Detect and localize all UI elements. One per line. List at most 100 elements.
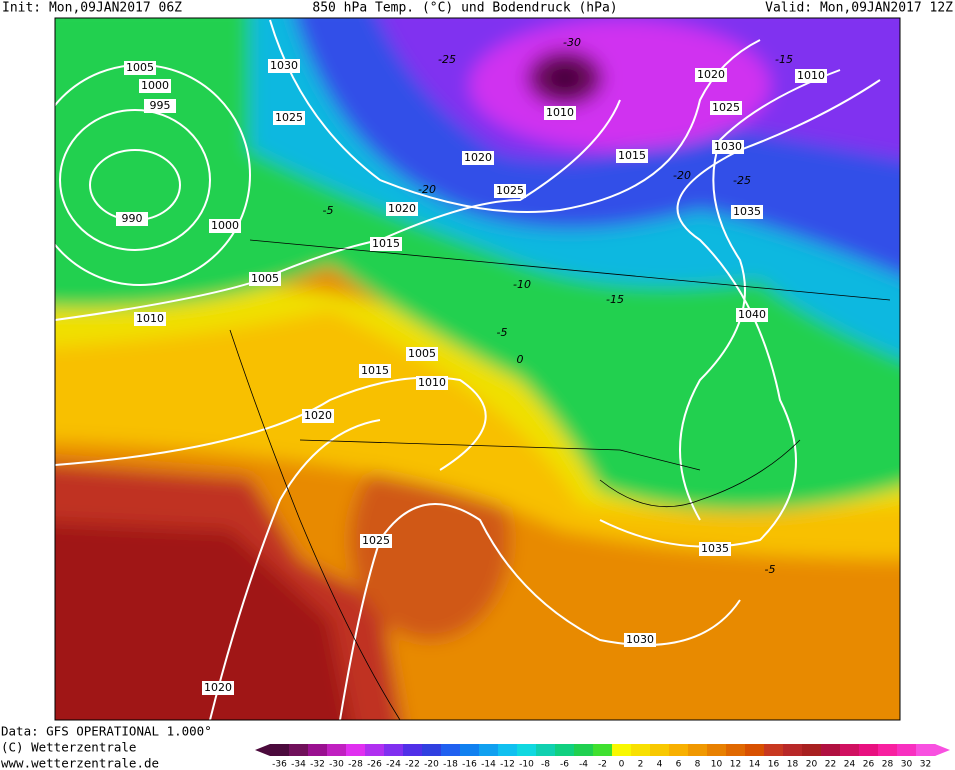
isobar-label-box [360, 534, 392, 548]
isobar-label-box [273, 111, 305, 125]
colorbar-swatch [650, 744, 670, 756]
colorbar-swatch [669, 744, 689, 756]
isotherm-label: -5 [765, 563, 776, 576]
isobar-label: 1010 [544, 106, 576, 120]
colorbar-swatch [802, 744, 822, 756]
colorbar-label: 18 [787, 760, 799, 770]
colorbar-swatch [745, 744, 765, 756]
colorbar-max-arrow [935, 744, 950, 756]
isotherm-label: 0 [517, 353, 524, 366]
isotherm-label: -25 [733, 174, 751, 187]
isobar-label-box [699, 542, 731, 556]
isobar-label-box [494, 184, 526, 198]
isobar-label-text: 1020 [697, 68, 725, 81]
isobar-label-box [624, 633, 656, 647]
isotherm-label: -5 [497, 326, 508, 339]
colorbar-label: -20 [424, 760, 439, 770]
colorbar-swatch [308, 744, 328, 756]
colorbar-swatch [688, 744, 708, 756]
isobar-label: 1025 [273, 111, 305, 125]
colorbar-swatch [840, 744, 860, 756]
isobar-label-text: 1035 [733, 205, 761, 218]
isobar-label-box [202, 681, 234, 695]
init-time: Init: Mon,09JAN2017 06Z [2, 1, 182, 16]
isobar-label: 990 [116, 212, 148, 226]
isobar-label-box [795, 69, 827, 83]
map-frame [54, 17, 901, 721]
isotherm-label: -20 [418, 183, 436, 196]
isobar-label-text: 1015 [361, 364, 389, 377]
colorbar-swatch [403, 744, 423, 756]
colorbar-label: 32 [920, 760, 931, 770]
colorbar-label: 22 [825, 760, 836, 770]
colorbar-label: 2 [638, 760, 644, 770]
colorbar-label: -2 [598, 760, 607, 770]
colorbar-label: -34 [291, 760, 306, 770]
isobar-label-text: 1000 [211, 219, 239, 232]
isobar-label-box [370, 237, 402, 251]
isobar-label-text: 1035 [701, 542, 729, 555]
isobar-label: 1025 [710, 101, 742, 115]
isotherm-label: -15 [606, 293, 624, 306]
colorbar-swatch [327, 744, 347, 756]
isobar-label: 1010 [416, 376, 448, 390]
isobar-label-text: 1010 [136, 312, 164, 325]
colorbar-swatch [460, 744, 480, 756]
colorbar-label: -30 [329, 760, 344, 770]
isobar-label-box [386, 202, 418, 216]
isobar-label-text: 1025 [496, 184, 524, 197]
isotherm-label: -15 [775, 53, 793, 66]
colorbar-label: -24 [386, 760, 401, 770]
isobar-label: 1025 [494, 184, 526, 198]
isobar-label-box [249, 272, 281, 286]
isobar-label: 1030 [624, 633, 656, 647]
colorbar-label: 30 [901, 760, 913, 770]
isobar-label: 1005 [124, 61, 156, 75]
isobar-label: 1030 [712, 140, 744, 154]
isobar-label: 1015 [616, 149, 648, 163]
isobar-label: 1020 [302, 409, 334, 423]
colorbar-swatch [555, 744, 575, 756]
colorbar-label: 12 [730, 760, 741, 770]
isobar-label-text: 1020 [464, 151, 492, 164]
isobar-label-text: 1010 [546, 106, 574, 119]
isobar-label-box [462, 151, 494, 165]
isobar-label: 1015 [359, 364, 391, 378]
isotherm-label: -20 [673, 169, 691, 182]
isobar-label: 1000 [209, 219, 241, 233]
isobar-label-text: 1010 [797, 69, 825, 82]
copyright: (C) Wetterzentrale [1, 740, 136, 755]
colorbar-swatch [764, 744, 784, 756]
colorbar-swatch [517, 744, 537, 756]
map-title: 850 hPa Temp. (°C) und Bodendruck (hPa) [312, 1, 617, 16]
colorbar-label: 14 [749, 760, 761, 770]
colorbar-label: 16 [768, 760, 780, 770]
isobar-label-text: 1020 [204, 681, 232, 694]
colorbar-label: -14 [481, 760, 496, 770]
colorbar-swatch [479, 744, 499, 756]
colorbar-swatch [441, 744, 461, 756]
isobar-label-text: 990 [122, 212, 143, 225]
valid-time: Valid: Mon,09JAN2017 12Z [765, 1, 953, 16]
isobar-label: 1005 [249, 272, 281, 286]
isobar-label-box [695, 68, 727, 82]
colorbar-swatch [498, 744, 518, 756]
isobar-label-text: 1030 [714, 140, 742, 153]
colorbar-swatch [707, 744, 727, 756]
colorbar-swatch [289, 744, 309, 756]
isobar-label: 1020 [695, 68, 727, 82]
isobar-label-box [144, 99, 176, 113]
colorbar-swatch [365, 744, 385, 756]
isobar-label: 1005 [406, 347, 438, 361]
isobar-label-box [416, 376, 448, 390]
colorbar-swatch [631, 744, 651, 756]
isobar-label-text: 1015 [372, 237, 400, 250]
isobar-label-text: 1030 [626, 633, 654, 646]
colorbar-swatch [916, 744, 936, 756]
website: www.wetterzentrale.de [1, 756, 159, 770]
isobar-label: 1015 [370, 237, 402, 251]
colorbar-swatch [859, 744, 879, 756]
isobar-label-text: 1025 [275, 111, 303, 124]
